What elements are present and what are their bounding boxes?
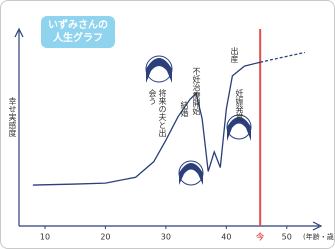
x-tick-label: 40 — [221, 233, 231, 242]
annotation: 将来の夫と出会う — [147, 89, 167, 139]
now-label: 今 — [255, 232, 264, 242]
x-tick-label: 30 — [161, 233, 171, 242]
annotation: 出産 — [229, 47, 239, 63]
x-tick-label: 50 — [282, 233, 292, 242]
annotation: 妊娠発覚 — [234, 89, 244, 121]
chart-title: いずみさんの人生グラフ — [41, 16, 115, 48]
face-1 — [146, 56, 172, 83]
face-2 — [179, 161, 203, 185]
line — [260, 52, 305, 62]
chart: (年齢・歳) 10 20 30 40 50 今 いずみさんの人生グラフ 幸せ実感度 将来の… — [0, 0, 335, 249]
y-axis-label: 幸せ実感度 — [7, 97, 17, 137]
annotation: 不妊治療開始 — [191, 67, 201, 115]
x-tick-label: 20 — [100, 233, 110, 242]
annotation: 結婚 — [179, 101, 189, 117]
x-tick-label: 10 — [40, 233, 50, 242]
x-axis-label: (年齢・歳) — [303, 232, 334, 241]
